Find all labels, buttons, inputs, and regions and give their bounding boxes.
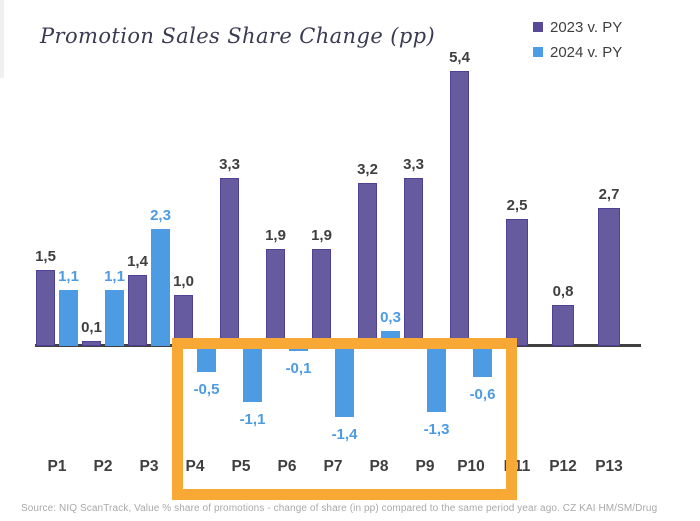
bar-2023-v-py-p5 bbox=[220, 177, 239, 346]
left-edge-artifact bbox=[0, 0, 4, 78]
bar-2024-v-py-p10 bbox=[473, 346, 492, 377]
value-label-2024-v-py-p2: 1,1 bbox=[104, 267, 125, 285]
bar-2024-v-py-p2 bbox=[105, 289, 124, 346]
chart-title: Promotion Sales Share Change (pp) bbox=[40, 24, 436, 48]
value-label-2024-v-py-p8: 0,3 bbox=[380, 308, 401, 326]
x-axis-label-p1: P1 bbox=[47, 458, 67, 475]
value-label-2023-v-py-p12: 0,8 bbox=[552, 283, 574, 301]
value-label-2024-v-py-p5: -1,1 bbox=[239, 411, 266, 429]
x-axis-label-p6: P6 bbox=[277, 458, 297, 475]
bar-2023-v-py-p10 bbox=[450, 70, 469, 346]
bar-2024-v-py-p1 bbox=[59, 289, 78, 346]
highlight-rectangle bbox=[172, 338, 517, 500]
bar-2023-v-py-p12 bbox=[552, 305, 574, 346]
value-label-2024-v-py-p10: -0,6 bbox=[469, 385, 496, 403]
x-axis-label-p2: P2 bbox=[93, 458, 113, 475]
value-label-2023-v-py-p8: 3,2 bbox=[357, 160, 378, 178]
x-axis-label-p13: P13 bbox=[595, 458, 623, 475]
value-label-2023-v-py-p11: 2,5 bbox=[506, 196, 528, 214]
x-axis-label-p3: P3 bbox=[139, 458, 159, 475]
bar-2023-v-py-p13 bbox=[598, 208, 620, 346]
bar-2023-v-py-p6 bbox=[266, 249, 285, 346]
x-axis-label-p5: P5 bbox=[231, 458, 251, 475]
value-label-2024-v-py-p7: -1,4 bbox=[331, 426, 358, 444]
value-label-2023-v-py-p3: 1,4 bbox=[127, 252, 148, 270]
bar-2023-v-py-p3 bbox=[128, 274, 147, 346]
value-label-2023-v-py-p6: 1,9 bbox=[265, 227, 286, 245]
value-label-2023-v-py-p2: 0,1 bbox=[81, 318, 102, 336]
value-label-2023-v-py-p10: 5,4 bbox=[449, 48, 470, 66]
bar-2024-v-py-p7 bbox=[335, 346, 354, 418]
value-label-2024-v-py-p3: 2,3 bbox=[150, 206, 171, 224]
value-label-2024-v-py-p4: -0,5 bbox=[193, 380, 220, 398]
legend-swatch-2023 bbox=[533, 22, 543, 32]
value-label-2023-v-py-p1: 1,5 bbox=[35, 247, 56, 265]
x-axis-label-p8: P8 bbox=[369, 458, 389, 475]
legend: 2023 v. PY 2024 v. PY bbox=[533, 18, 622, 68]
bar-2024-v-py-p9 bbox=[427, 346, 446, 413]
source-note: Source: NIQ ScanTrack, Value % share of … bbox=[21, 503, 658, 514]
value-label-2023-v-py-p13: 2,7 bbox=[598, 186, 620, 204]
bar-2024-v-py-p3 bbox=[151, 228, 170, 346]
legend-swatch-2024 bbox=[533, 47, 543, 57]
value-label-2023-v-py-p7: 1,9 bbox=[311, 227, 332, 245]
value-label-2023-v-py-p9: 3,3 bbox=[403, 155, 424, 173]
x-axis-label-p9: P9 bbox=[415, 458, 435, 475]
bar-2023-v-py-p1 bbox=[36, 269, 55, 346]
legend-label-2024: 2024 v. PY bbox=[550, 43, 623, 61]
x-axis-label-p12: P12 bbox=[549, 458, 577, 475]
value-label-2023-v-py-p5: 3,3 bbox=[219, 155, 240, 173]
legend-item-2023: 2023 v. PY bbox=[533, 18, 622, 36]
bar-2023-v-py-p2 bbox=[82, 340, 101, 346]
x-axis-label-p4: P4 bbox=[185, 458, 205, 475]
value-label-2024-v-py-p9: -1,3 bbox=[423, 421, 450, 439]
value-label-2024-v-py-p6: -0,1 bbox=[285, 360, 312, 378]
legend-item-2024: 2024 v. PY bbox=[533, 43, 622, 61]
bar-2023-v-py-p7 bbox=[312, 249, 331, 346]
bar-2024-v-py-p4 bbox=[197, 346, 216, 372]
bar-2023-v-py-p11 bbox=[506, 218, 528, 346]
x-axis-label-p10: P10 bbox=[457, 458, 485, 475]
x-axis-label-p7: P7 bbox=[323, 458, 343, 475]
bar-2024-v-py-p5 bbox=[243, 346, 262, 403]
value-label-2023-v-py-p4: 1,0 bbox=[173, 273, 194, 290]
legend-label-2023: 2023 v. PY bbox=[550, 18, 623, 36]
value-label-2024-v-py-p1: 1,1 bbox=[58, 267, 79, 285]
